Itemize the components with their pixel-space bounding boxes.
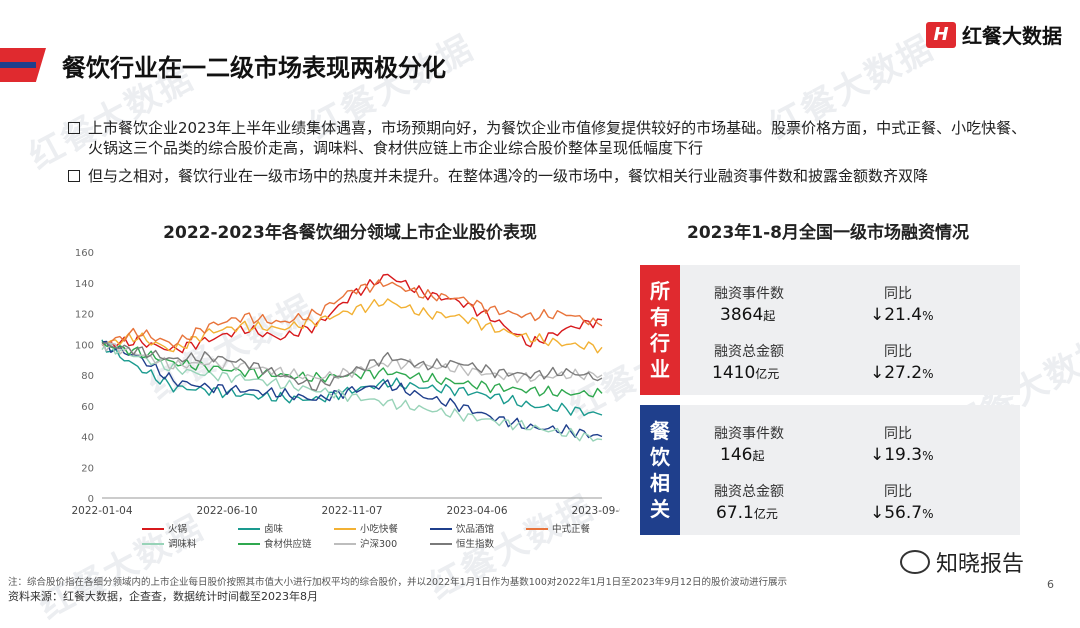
checkbox-bullet-icon <box>68 170 80 182</box>
y-tick-label: 40 <box>81 433 94 444</box>
events-value: 3864起 <box>720 305 776 325</box>
panel-side-label: 餐 饮 相 关 <box>640 405 680 535</box>
panel-all-industries: 所 有 行 业 融资事件数 3864起 同比 ↓21.4% 融资总金额 1410… <box>640 265 1020 395</box>
series-line <box>101 342 603 392</box>
legend-label: 中式正餐 <box>552 523 591 535</box>
page-number: 6 <box>1047 578 1054 591</box>
brand-logo-text: 红餐大数据 <box>962 24 1062 48</box>
y-tick-label: 60 <box>81 402 94 413</box>
x-tick-label: 2022-11-07 <box>321 505 382 517</box>
x-tick-label: 2023-04-06 <box>446 505 507 517</box>
slide-title: 餐饮行业在一二级市场表现两极分化 <box>62 54 446 82</box>
legend-label: 火锅 <box>168 524 187 535</box>
series-line <box>101 342 603 384</box>
side-char: 所 <box>650 279 670 303</box>
stock-price-line-chart: 0 20 40 60 80 100 120 140 160 2022-01-04 2022-06-1… <box>71 248 620 550</box>
y-tick-label: 160 <box>75 248 94 259</box>
side-char: 关 <box>650 497 670 521</box>
events-yoy-value: ↓21.4% <box>870 305 934 325</box>
series-line <box>101 298 603 354</box>
side-char: 相 <box>650 471 670 495</box>
y-tick-label: 140 <box>75 279 94 290</box>
financing-title: 2023年1-8月全国一级市场融资情况 <box>686 223 970 243</box>
bullet-text: 上市餐饮企业2023年上半年业绩集体遇喜，市场预期向好，为餐饮企业市值修复提供较… <box>88 119 1027 157</box>
events-label: 融资事件数 <box>714 426 784 442</box>
events-value: 146起 <box>720 445 765 465</box>
brand-logo: H 红餐大数据 <box>926 20 1062 49</box>
legend-label: 恒生指数 <box>456 538 495 550</box>
events-yoy-label: 同比 <box>884 286 912 302</box>
y-tick-label: 0 <box>88 494 94 505</box>
side-char: 行 <box>650 331 670 355</box>
title-accent-stripe <box>0 62 36 68</box>
legend-label: 饮品酒馆 <box>456 523 494 535</box>
amount-value: 67.1亿元 <box>716 503 778 523</box>
side-char: 餐 <box>650 419 670 443</box>
x-tick-label: 2022-06-10 <box>196 505 257 517</box>
data-source: 资料来源：红餐大数据，企查查，数据统计时间截至2023年8月 <box>8 590 318 603</box>
legend-label: 小吃快餐 <box>360 523 399 535</box>
series-line <box>101 342 603 442</box>
amount-value: 1410亿元 <box>712 363 780 383</box>
legend-label: 调味料 <box>168 538 197 550</box>
brand-logo-icon: H <box>926 21 956 48</box>
series-line <box>101 273 603 354</box>
side-char: 饮 <box>650 445 670 469</box>
side-char: 有 <box>650 305 670 329</box>
footnote: 注：综合股价指在各细分领域内的上市企业每日股价按照其市值大小进行加权平均的综合股… <box>8 577 787 588</box>
amount-yoy-label: 同比 <box>884 484 912 500</box>
panel-side-label: 所 有 行 业 <box>640 265 680 395</box>
y-tick-label: 120 <box>75 310 94 321</box>
bullet-text: 但与之相对，餐饮行业在一级市场中的热度并未提升。在整体遇冷的一级市场中，餐饮相关… <box>88 167 929 185</box>
amount-yoy-label: 同比 <box>884 344 912 360</box>
legend-label: 食材供应链 <box>264 538 312 550</box>
amount-yoy-value: ↓27.2% <box>870 363 934 383</box>
x-tick-label: 2023-09-06 <box>571 505 620 517</box>
chart-title: 2022-2023年各餐饮细分领域上市企业股价表现 <box>163 223 537 243</box>
amount-label: 融资总金额 <box>714 484 784 500</box>
y-tick-label: 80 <box>81 371 94 382</box>
bullet-item: 但与之相对，餐饮行业在一级市场中的热度并未提升。在整体遇冷的一级市场中，餐饮相关… <box>68 166 1028 186</box>
zhihu-account-badge: 知晓报告 <box>900 546 1024 578</box>
series-line <box>101 340 603 439</box>
events-label: 融资事件数 <box>714 286 784 302</box>
series-line <box>101 339 603 417</box>
events-yoy-value: ↓19.3% <box>870 445 934 465</box>
legend-label: 卤味 <box>264 523 284 535</box>
side-char: 业 <box>650 357 670 381</box>
y-tick-label: 100 <box>75 340 94 351</box>
amount-label: 融资总金额 <box>714 344 784 360</box>
checkbox-bullet-icon <box>68 122 80 134</box>
x-tick-label: 2022-01-04 <box>71 505 132 517</box>
y-tick-label: 20 <box>81 463 94 474</box>
wechat-icon <box>900 550 930 574</box>
legend-label: 沪深300 <box>360 538 397 550</box>
series-line <box>101 279 603 348</box>
panel-catering-related: 餐 饮 相 关 融资事件数 146起 同比 ↓19.3% 融资总金额 67.1亿… <box>640 405 1020 535</box>
events-yoy-label: 同比 <box>884 426 912 442</box>
account-name: 知晓报告 <box>936 552 1025 577</box>
amount-yoy-value: ↓56.7% <box>870 503 934 523</box>
bullet-item: 上市餐饮企业2023年上半年业绩集体遇喜，市场预期向好，为餐饮企业市值修复提供较… <box>68 118 1028 158</box>
